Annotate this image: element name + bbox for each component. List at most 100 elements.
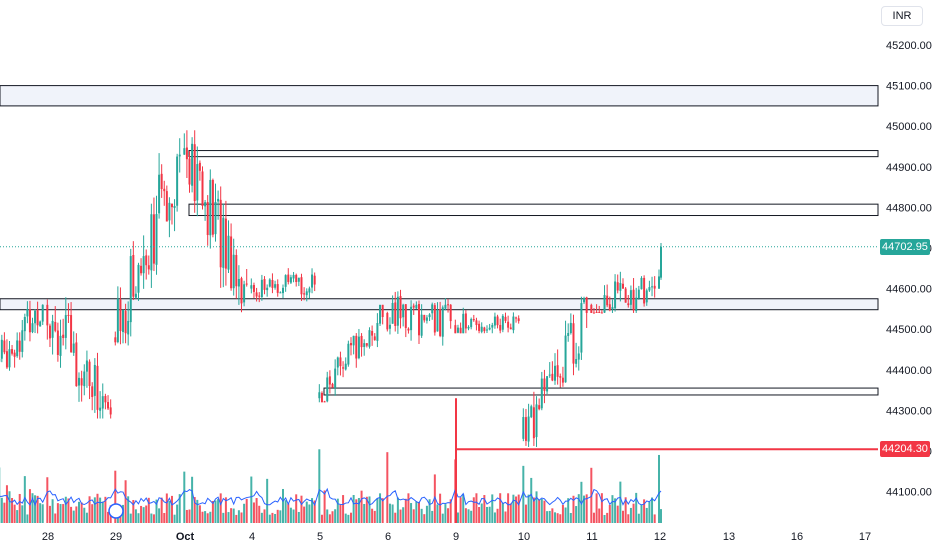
volume-bar xyxy=(569,513,572,523)
candle-body xyxy=(75,342,78,387)
candle-body xyxy=(331,383,334,388)
candle-body xyxy=(388,324,391,329)
candle-body xyxy=(439,309,442,336)
candle-body xyxy=(425,317,428,321)
candle-body xyxy=(509,327,512,330)
volume-bar xyxy=(439,493,442,523)
volume-bar xyxy=(41,504,44,523)
volume-bar xyxy=(163,512,166,523)
volume-bar xyxy=(651,497,654,523)
x-tick-label: 9 xyxy=(453,531,459,543)
volume-bar xyxy=(616,505,619,523)
volume-bar xyxy=(279,510,282,523)
volume-bar xyxy=(394,512,397,523)
volume-bar xyxy=(334,509,337,523)
volume-bar xyxy=(258,505,261,523)
x-tick-label: Oct xyxy=(176,531,195,543)
volume-bar xyxy=(488,506,491,523)
candle-body xyxy=(91,386,94,398)
volume-bar xyxy=(196,499,199,523)
candle-body xyxy=(501,315,504,330)
volume-bar xyxy=(137,513,140,523)
candle-body xyxy=(237,279,240,287)
volume-bar xyxy=(224,497,227,523)
candle-body xyxy=(637,289,640,299)
candle-body xyxy=(258,295,261,297)
candle-body xyxy=(575,359,578,364)
candle-body xyxy=(129,256,132,323)
volume-bar xyxy=(548,510,551,523)
volume-bar xyxy=(512,494,515,523)
volume-bar xyxy=(608,504,611,523)
candle-body xyxy=(85,360,88,372)
candle-body xyxy=(373,336,376,341)
candle-body xyxy=(527,416,530,442)
volume-bar xyxy=(425,505,428,523)
candle-body xyxy=(46,304,49,326)
volume-bar xyxy=(447,508,450,523)
volume-bar xyxy=(559,514,562,523)
volume-bar xyxy=(360,490,363,523)
candle-body xyxy=(217,198,220,202)
volume-bar xyxy=(80,502,83,523)
volume-bar xyxy=(36,495,39,523)
volume-bar xyxy=(480,503,483,523)
volume-bar xyxy=(517,494,520,523)
candle-body xyxy=(522,416,525,439)
volume-bar xyxy=(142,507,145,523)
candle-body xyxy=(56,330,59,355)
volume-bar xyxy=(543,500,546,523)
candle-body xyxy=(399,296,402,319)
candle-body xyxy=(619,283,622,291)
volume-bar xyxy=(472,497,475,523)
volume-bar xyxy=(415,501,418,523)
volume-bar xyxy=(104,496,107,523)
candle-body xyxy=(572,323,575,364)
candle-body xyxy=(535,404,538,438)
candle-body xyxy=(39,321,42,327)
candle-body xyxy=(640,277,643,290)
candle-body xyxy=(54,321,57,331)
volume-bar xyxy=(114,470,117,523)
y-tick-label: 44500.00 xyxy=(886,324,932,336)
currency-selector[interactable]: INR xyxy=(881,6,923,26)
volume-bar xyxy=(198,505,201,523)
volume-bar xyxy=(629,507,632,523)
candle-body xyxy=(295,274,298,283)
candle-body xyxy=(266,287,269,291)
candle-body xyxy=(99,407,102,411)
volume-bar xyxy=(611,495,614,523)
candle-body xyxy=(635,297,638,312)
candle-body xyxy=(188,158,191,185)
volume-bar xyxy=(165,493,168,523)
candle-body xyxy=(449,304,452,322)
candle-body xyxy=(83,371,86,387)
volume-bar xyxy=(606,512,609,523)
candle-body xyxy=(577,353,580,360)
candle-body xyxy=(624,288,627,303)
candle-body xyxy=(235,255,238,287)
y-tick-label: 44100.00 xyxy=(886,487,932,499)
volume-bar xyxy=(240,512,243,523)
candle-body xyxy=(101,396,104,409)
volume-bar xyxy=(303,506,306,523)
volume-ma-line xyxy=(0,487,662,507)
volume-bar xyxy=(31,493,34,523)
volume-bar xyxy=(155,499,158,523)
volume-bar xyxy=(407,493,410,523)
candle-body xyxy=(183,148,186,155)
volume-bar xyxy=(493,512,496,523)
volume-bar xyxy=(129,513,132,523)
volume-bar xyxy=(26,514,29,523)
y-tick-label: 45100.00 xyxy=(886,81,932,93)
volume-bar xyxy=(21,505,24,523)
candle-body xyxy=(339,357,342,367)
volume-bar xyxy=(245,498,248,523)
volume-bar xyxy=(124,480,127,523)
volume-bar xyxy=(150,513,153,523)
volume-bar xyxy=(336,498,339,523)
volume-bar xyxy=(46,477,49,523)
candle-body xyxy=(191,143,194,186)
volume-bar xyxy=(170,495,173,523)
volume-bar xyxy=(595,493,598,523)
